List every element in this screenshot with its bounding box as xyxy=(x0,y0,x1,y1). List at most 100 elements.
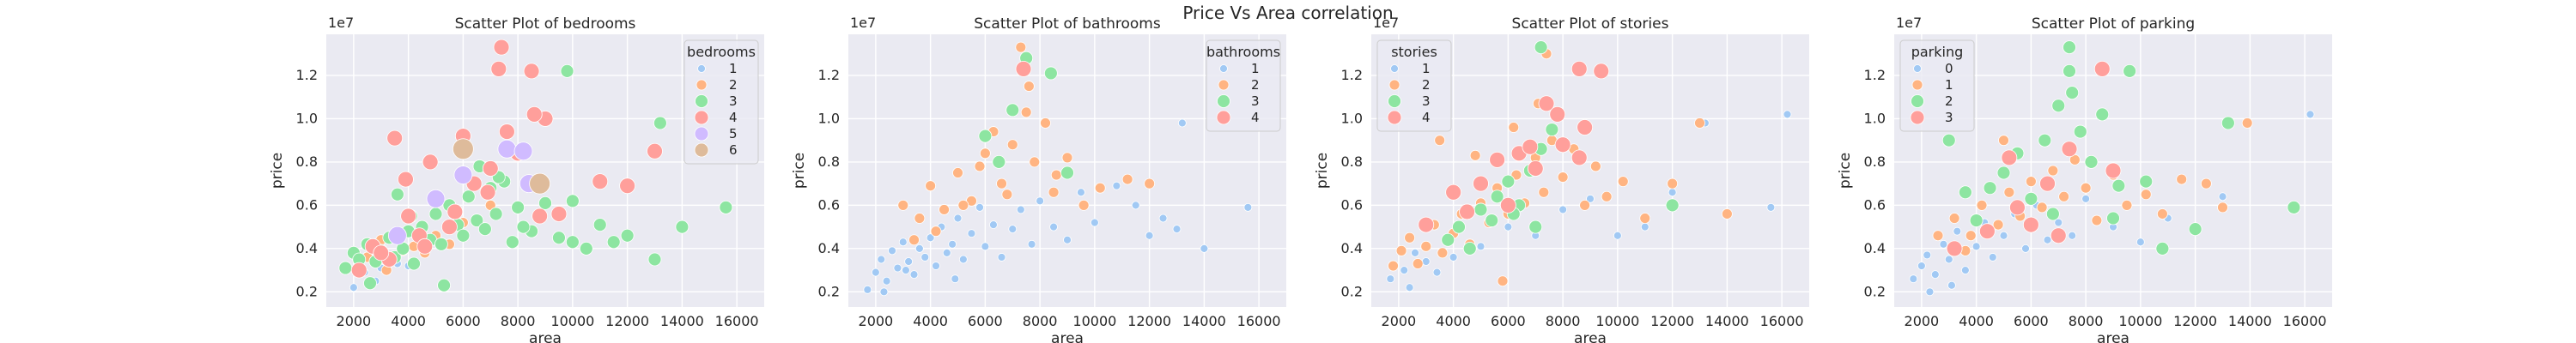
data-point xyxy=(493,39,510,56)
data-point xyxy=(2025,176,2037,188)
figure-title: Price Vs Area correlation xyxy=(1182,3,1393,23)
y-tick-label: 0.2 xyxy=(818,283,840,299)
legend-label: 4 xyxy=(1422,110,1431,125)
data-point xyxy=(675,220,690,234)
x-tick-label: 14000 xyxy=(2228,313,2272,329)
legend-marker xyxy=(1913,64,1922,73)
data-point xyxy=(1489,151,1506,168)
legend-frame xyxy=(1206,39,1281,132)
data-point xyxy=(452,138,474,160)
data-point xyxy=(1925,287,1935,297)
data-point xyxy=(1613,231,1622,240)
data-point xyxy=(1579,199,1591,211)
data-point xyxy=(997,253,1006,262)
data-point xyxy=(1145,231,1154,240)
data-points xyxy=(1909,40,2315,297)
data-point xyxy=(1400,266,1409,274)
data-point xyxy=(386,129,404,147)
x-tick-label: 12000 xyxy=(2173,313,2217,329)
data-point xyxy=(1947,280,1956,290)
data-point xyxy=(1593,63,1610,80)
data-point xyxy=(490,60,507,77)
legend-label: 2 xyxy=(1422,77,1431,93)
data-point xyxy=(2200,178,2212,190)
legend-label: 2 xyxy=(729,77,738,93)
y-tick-label: 0.6 xyxy=(1864,196,1886,213)
data-point xyxy=(1557,172,1569,183)
data-point xyxy=(441,219,458,236)
data-point xyxy=(1538,95,1555,112)
legend-label: 6 xyxy=(729,142,738,158)
data-point xyxy=(863,285,872,294)
legend-label: 2 xyxy=(1251,77,1260,93)
data-point xyxy=(904,257,914,266)
legend-frame xyxy=(1899,39,1975,132)
data-point xyxy=(461,190,476,204)
data-point xyxy=(1094,182,1106,194)
data-point xyxy=(479,184,496,201)
y-tick-label: 0.8 xyxy=(1864,153,1886,170)
data-point xyxy=(532,208,549,225)
data-point xyxy=(719,201,733,214)
data-point xyxy=(897,199,909,211)
legend-title: bathrooms xyxy=(1206,44,1280,60)
legend-marker xyxy=(694,126,709,141)
legend-marker xyxy=(1911,94,1924,108)
data-point xyxy=(1001,189,1013,201)
subplot-title: Scatter Plot of bedrooms xyxy=(455,15,636,33)
y-tick-label: 1.2 xyxy=(1341,67,1363,83)
data-point xyxy=(2054,218,2063,227)
data-point xyxy=(552,231,566,245)
x-tick-label: 6000 xyxy=(1491,313,1526,329)
y-axis-label: price xyxy=(269,153,286,189)
legend-title: stories xyxy=(1391,44,1437,60)
x-tick-label: 14000 xyxy=(1705,313,1749,329)
data-point xyxy=(456,228,471,243)
data-point xyxy=(511,201,526,214)
x-tick-label: 4000 xyxy=(391,313,426,329)
data-point xyxy=(482,160,499,177)
data-point xyxy=(1131,201,1140,210)
x-tick-label: 14000 xyxy=(1182,313,1226,329)
data-point xyxy=(398,171,414,188)
data-point xyxy=(1554,136,1571,153)
legend-frame xyxy=(1376,39,1452,132)
y-tick-label: 0.4 xyxy=(296,240,318,256)
data-point xyxy=(1063,235,1072,244)
data-point xyxy=(2105,162,2122,179)
data-point xyxy=(400,208,417,225)
data-point xyxy=(948,239,957,249)
data-point xyxy=(526,105,543,123)
y-axis-label: price xyxy=(1314,153,1331,189)
legend-label: 3 xyxy=(729,93,738,109)
data-point xyxy=(653,116,667,130)
data-point xyxy=(1158,214,1168,223)
x-axis-label: area xyxy=(529,330,562,343)
data-point xyxy=(338,261,353,275)
data-point xyxy=(647,252,662,267)
x-tick-label: 4000 xyxy=(913,313,948,329)
legend-label: 1 xyxy=(1422,61,1431,76)
data-point xyxy=(882,276,891,286)
data-point xyxy=(2081,194,2091,203)
data-point xyxy=(1721,208,1733,220)
data-point xyxy=(939,204,950,215)
data-point xyxy=(2241,117,2253,129)
data-point xyxy=(1449,253,1458,262)
data-point xyxy=(416,238,434,255)
data-point xyxy=(951,274,960,284)
data-point xyxy=(513,141,533,161)
data-point xyxy=(888,246,896,256)
data-point xyxy=(979,147,991,159)
data-point xyxy=(1941,133,1956,147)
legend-label: 4 xyxy=(729,110,738,125)
subplot-3: 2000 4000 6000 8000 10000 12000 14000 16000 0.2 0… xyxy=(1314,15,1809,343)
data-point xyxy=(893,263,902,273)
data-point xyxy=(350,262,368,279)
data-point xyxy=(2084,155,2099,169)
data-point xyxy=(2080,182,2092,194)
data-point xyxy=(1437,247,1449,259)
legend-title: bedrooms xyxy=(687,44,756,60)
x-axis-label: area xyxy=(1051,330,1084,343)
